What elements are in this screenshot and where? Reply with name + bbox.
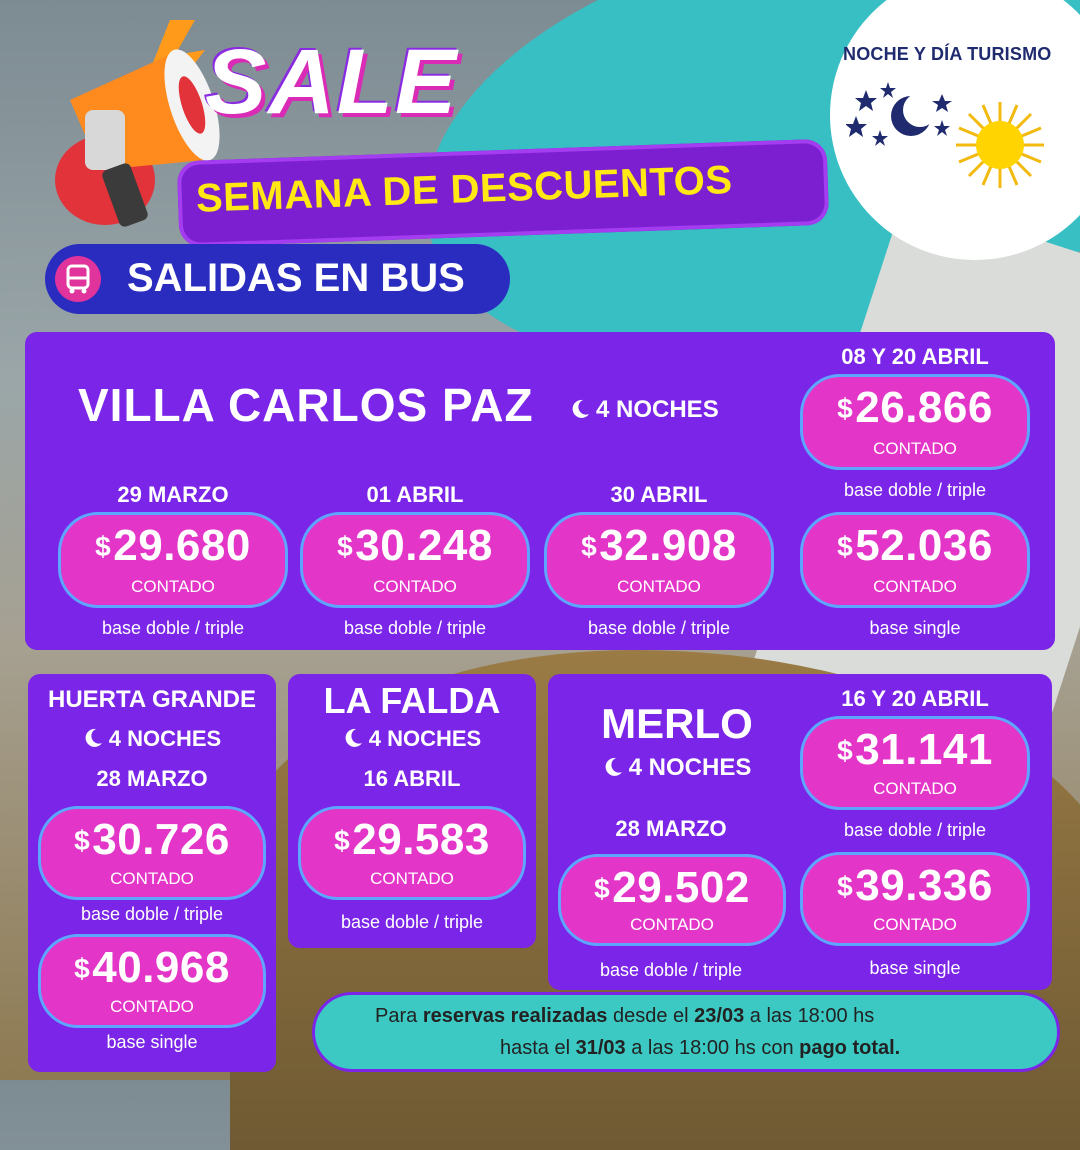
merlo-special-date: 16 Y 20 ABRIL <box>841 686 989 711</box>
moon-stars-icon <box>846 82 952 146</box>
vcp-price-2: 30.248 <box>355 521 493 570</box>
moon-icon <box>605 757 622 776</box>
huerta-nights: 4 NOCHES <box>28 726 276 752</box>
vcp-base-1: base doble / triple <box>101 618 245 638</box>
huerta-base-2: base single <box>106 1032 198 1052</box>
moon-icon <box>85 728 102 747</box>
falda-price: 29.583 <box>352 815 490 864</box>
vcp-price-pill-3: $32.908 CONTADO <box>544 512 774 608</box>
huerta-price-2: 40.968 <box>92 943 230 992</box>
falda-nights: 4 NOCHES <box>288 726 536 752</box>
vcp-price-1: 29.680 <box>113 521 251 570</box>
contado-label: CONTADO <box>617 577 701 596</box>
huerta-date: 28 MARZO <box>96 766 208 791</box>
huerta-title: HUERTA GRANDE <box>48 686 256 713</box>
vcp-special-date: 08 Y 20 ABRIL <box>841 344 989 369</box>
merlo-price: 29.502 <box>612 863 750 912</box>
merlo-date: 28 MARZO <box>615 816 727 841</box>
sale-title: SALE <box>205 31 459 133</box>
brand-name: NOCHE Y DÍA TURISMO <box>843 44 1052 64</box>
merlo-special-pill-2: $39.336 CONTADO <box>800 852 1030 946</box>
vcp-special-price-2: 52.036 <box>855 521 993 570</box>
merlo-base: base doble / triple <box>599 960 743 980</box>
discount-week-text: SEMANA DE DESCUENTOS <box>195 157 734 221</box>
moon-icon <box>345 728 362 747</box>
falda-date: 16 ABRIL <box>363 766 461 791</box>
contado-label: CONTADO <box>873 577 957 596</box>
merlo-special-price-2: 39.336 <box>855 861 993 910</box>
vcp-price-3: 32.908 <box>599 521 737 570</box>
vcp-base-3: base doble / triple <box>587 618 731 638</box>
vcp-date-1: 29 MARZO <box>117 482 229 507</box>
huerta-base-1: base doble / triple <box>80 904 224 924</box>
contado-label: CONTADO <box>131 577 215 596</box>
vcp-base-2: base doble / triple <box>343 618 487 638</box>
falda-title: LA FALDA <box>323 680 501 721</box>
vcp-special-base-2: base single <box>869 618 961 638</box>
huerta-price-pill-2: $40.968 CONTADO <box>38 934 266 1028</box>
note-line-1: Para reservas realizadas desde el 23/03 … <box>375 1005 875 1027</box>
vcp-special-pill-2: $52.036 CONTADO <box>800 512 1030 608</box>
merlo-special-pill-1: $31.141 CONTADO <box>800 716 1030 810</box>
merlo-nights: 4 NOCHES <box>562 754 792 782</box>
contado-label: CONTADO <box>110 869 194 888</box>
merlo-special-price-1: 31.141 <box>855 725 993 774</box>
vcp-price-pill-2: $30.248 CONTADO <box>300 512 530 608</box>
merlo-special-base-1: base doble / triple <box>843 820 987 840</box>
note-line-2: hasta el 31/03 a las 18:00 hs con pago t… <box>500 1037 901 1059</box>
merlo-title: MERLO <box>601 700 753 747</box>
huerta-price-1: 30.726 <box>92 815 230 864</box>
contado-label: CONTADO <box>873 439 957 458</box>
megaphone-icon <box>55 20 220 227</box>
contado-label: CONTADO <box>110 997 194 1016</box>
contado-label: CONTADO <box>873 779 957 798</box>
bus-departures-banner: SALIDAS EN BUS <box>45 244 510 314</box>
bus-icon <box>55 256 101 302</box>
vcp-date-2: 01 ABRIL <box>366 482 464 507</box>
vcp-special-base-1: base doble / triple <box>843 480 987 500</box>
vcp-date-3: 30 ABRIL <box>610 482 708 507</box>
contado-label: CONTADO <box>370 869 454 888</box>
vcp-nights: 4 NOCHES <box>570 396 719 424</box>
vcp-price-pill-1: $29.680 CONTADO <box>58 512 288 608</box>
merlo-price-pill: $29.502 CONTADO <box>558 854 786 946</box>
contado-label: CONTADO <box>373 577 457 596</box>
huerta-price-pill-1: $30.726 CONTADO <box>38 806 266 900</box>
vcp-special-price-1: 26.866 <box>855 383 993 432</box>
bus-departures-text: SALIDAS EN BUS <box>127 256 465 300</box>
falda-price-pill: $29.583 CONTADO <box>298 806 526 900</box>
vcp-title: VILLA CARLOS PAZ <box>78 379 534 431</box>
contado-label: CONTADO <box>873 915 957 934</box>
vcp-special-pill-1: $26.866 CONTADO <box>800 374 1030 470</box>
merlo-special-base-2: base single <box>869 958 961 978</box>
sun-icon <box>956 102 1044 188</box>
contado-label: CONTADO <box>630 915 714 934</box>
falda-base: base doble / triple <box>340 912 484 932</box>
moon-icon <box>572 399 589 418</box>
booking-conditions-note: Para reservas realizadas desde el 23/03 … <box>312 992 1060 1072</box>
